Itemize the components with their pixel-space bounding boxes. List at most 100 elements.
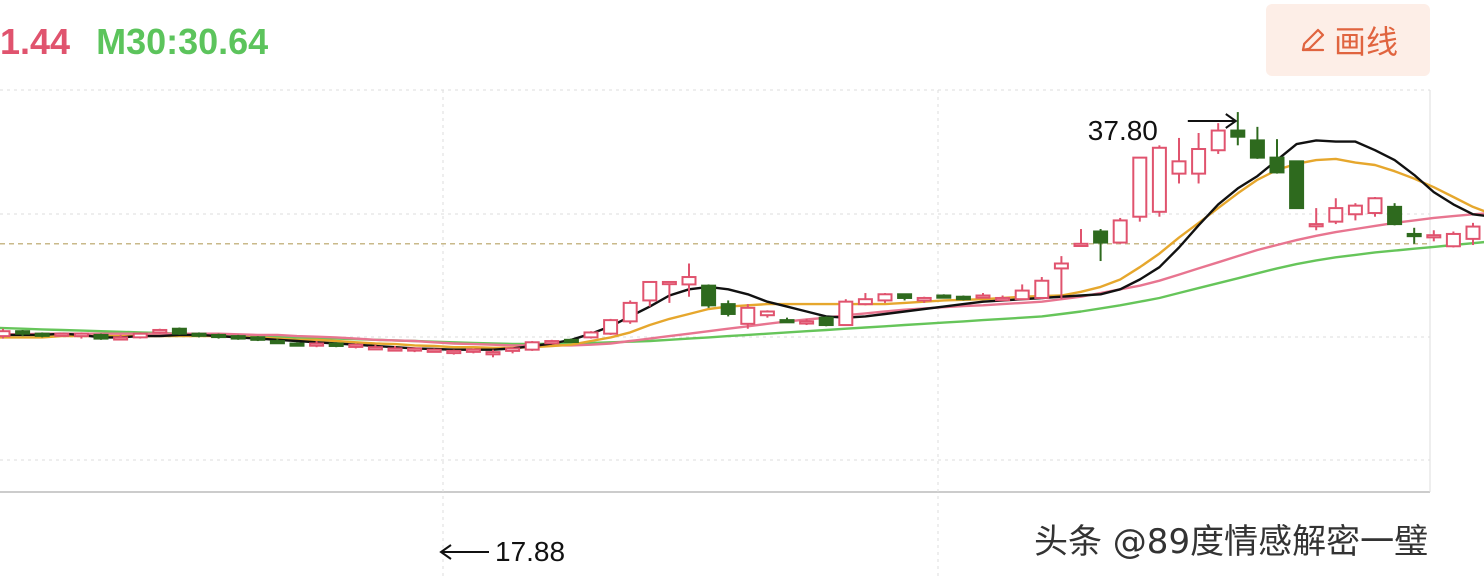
candle-14 <box>269 338 285 345</box>
line-ma30 <box>0 240 1484 346</box>
candle-67 <box>1308 208 1324 231</box>
candle-body <box>603 319 619 335</box>
candle-43 <box>838 299 854 327</box>
candle-1 <box>15 329 31 337</box>
candle-body <box>916 296 932 302</box>
line-ma20 <box>0 212 1484 347</box>
candle-65 <box>1269 139 1285 174</box>
candle-0 <box>0 328 11 339</box>
candle-body <box>563 338 579 344</box>
candle-61 <box>1191 133 1207 184</box>
candle-11 <box>211 333 227 339</box>
draw-line-button[interactable]: 画线 <box>1266 4 1430 76</box>
candle-60 <box>1171 137 1187 184</box>
candle-body <box>995 296 1011 302</box>
candle-42 <box>818 316 834 327</box>
candle-32 <box>622 300 638 324</box>
candle-body <box>955 295 971 301</box>
candle-22 <box>426 348 442 353</box>
candle-27 <box>524 341 540 351</box>
candle-body <box>230 335 246 340</box>
candle-20 <box>387 345 403 352</box>
candle-38 <box>740 304 756 329</box>
high-arrow <box>1187 113 1238 129</box>
candle-66 <box>1289 160 1305 210</box>
candle-13 <box>250 336 266 342</box>
candle-body <box>681 276 697 286</box>
candle-body <box>524 341 540 351</box>
candle-58 <box>1132 156 1148 222</box>
candle-75 <box>1465 222 1481 246</box>
candle-body <box>152 328 168 334</box>
ma-legend: 1.44 M30:30.64 <box>0 18 268 66</box>
candle-34 <box>661 280 677 303</box>
candle-2 <box>34 332 50 338</box>
candle-body <box>544 340 560 345</box>
candle-73 <box>1426 230 1442 242</box>
candle-body <box>269 340 285 345</box>
candle-18 <box>348 343 364 349</box>
candle-body <box>1269 156 1285 174</box>
candle-30 <box>583 331 599 339</box>
candle-body <box>1308 223 1324 228</box>
candle-body <box>1387 205 1403 226</box>
ma30-value: M30:30.64 <box>96 21 269 62</box>
candle-body <box>1073 242 1089 247</box>
candle-74 <box>1445 231 1461 248</box>
candle-40 <box>779 317 795 324</box>
candle-54 <box>1053 256 1069 300</box>
candle-body <box>877 293 893 302</box>
candle-body <box>975 294 991 299</box>
candle-body <box>309 342 325 347</box>
candle-31 <box>603 318 619 335</box>
candle-body <box>857 298 873 306</box>
candle-body <box>779 319 795 324</box>
candle-body <box>367 346 383 351</box>
annotations: 37.80 17.88 <box>439 113 1238 567</box>
candle-body <box>34 332 50 337</box>
candle-body <box>426 348 442 353</box>
candle-body <box>740 306 756 325</box>
candle-body <box>642 280 658 302</box>
candle-9 <box>171 327 187 335</box>
watermark: 头条 @89度情感解密一璧 <box>1034 522 1429 562</box>
ma20-value: 1.44 <box>0 21 71 62</box>
candle-47 <box>916 296 932 303</box>
arrow-low-head <box>439 544 452 560</box>
candle-55 <box>1073 229 1089 247</box>
candle-body <box>1210 129 1226 152</box>
candle-body <box>759 310 775 317</box>
candle-44 <box>857 293 873 306</box>
candle-body <box>1191 148 1207 175</box>
candle-16 <box>309 341 325 348</box>
candle-62 <box>1210 123 1226 154</box>
candle-17 <box>328 342 344 348</box>
candle-body <box>1328 207 1344 223</box>
candle-37 <box>720 300 736 317</box>
candle-body <box>0 330 11 338</box>
candle-70 <box>1367 197 1383 217</box>
candle-59 <box>1151 145 1167 217</box>
candle-57 <box>1112 217 1128 244</box>
candle-body <box>15 330 31 335</box>
candle-body <box>838 300 854 327</box>
candle-body <box>1112 219 1128 244</box>
candle-body <box>583 331 599 339</box>
candle-body <box>211 333 227 339</box>
candle-51 <box>995 295 1011 302</box>
candle-36 <box>701 284 717 308</box>
candle-body <box>1132 156 1148 218</box>
candle-64 <box>1249 126 1265 159</box>
candle-41 <box>799 318 815 326</box>
candle-28 <box>544 339 560 345</box>
candle-6 <box>113 334 129 341</box>
candle-body <box>936 294 952 299</box>
candle-body <box>171 327 187 335</box>
arrow-high-head <box>1225 113 1238 129</box>
candle-body <box>661 280 677 286</box>
candle-10 <box>191 332 207 338</box>
candle-body <box>113 336 129 341</box>
candle-39 <box>759 310 775 318</box>
candle-body <box>387 347 403 352</box>
